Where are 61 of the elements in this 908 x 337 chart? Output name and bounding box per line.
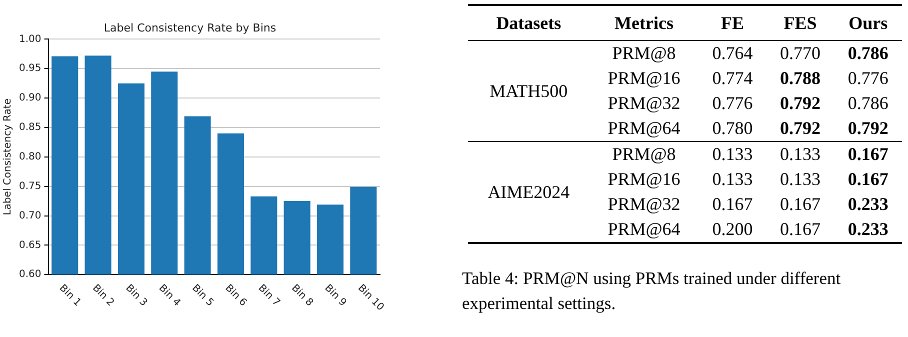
text: 0.780 <box>711 117 754 140</box>
y-tick-label: 0.90 <box>19 92 42 104</box>
text: FES <box>782 12 818 34</box>
text: 0.167 <box>779 193 822 216</box>
y-tick-label: 0.95 <box>19 63 42 74</box>
x-tick-label: Bin 10 <box>355 282 386 314</box>
text: PRM@32 <box>606 193 682 216</box>
text: 0.792 <box>779 92 822 115</box>
text: 0.133 <box>779 168 822 191</box>
text: 0.167 <box>846 143 890 166</box>
y-tick-label: 0.80 <box>19 151 42 162</box>
text: 0.764 <box>711 42 754 65</box>
y-axis-title: Label Consistency Rate <box>2 98 14 216</box>
x-tick-label: Bin 4 <box>156 282 182 309</box>
text: 0.786 <box>846 42 890 65</box>
text: 0.167 <box>846 168 890 191</box>
text: MATH500 <box>488 80 569 102</box>
caption: Table 4: PRM@N using PRMs trained under different experimental settings. <box>462 267 842 315</box>
text: 0.233 <box>846 218 890 241</box>
x-tick-label: Bin 1 <box>56 282 83 309</box>
y-tick-label: 0.85 <box>19 122 42 134</box>
text: AIME2024 <box>486 180 571 204</box>
text: PRM@16 <box>606 67 682 90</box>
text: PRM@16 <box>606 168 682 191</box>
text: 0.792 <box>846 117 890 140</box>
text: 0.133 <box>711 168 754 191</box>
chart-title: Label Consistency Rate by Bins <box>104 21 276 34</box>
text: PRM@64 <box>606 218 682 241</box>
text: 0.792 <box>779 117 822 140</box>
text: PRM@64 <box>606 117 682 140</box>
text: 0.167 <box>779 218 822 241</box>
text: 0.233 <box>846 193 890 216</box>
y-tick-label: 1.00 <box>19 34 42 45</box>
text: Ours <box>848 12 889 34</box>
text: FE <box>720 12 746 34</box>
x-tick-label: Bin 3 <box>123 282 150 309</box>
text: PRM@8 <box>611 42 677 65</box>
text: 0.167 <box>711 193 754 216</box>
text: Metrics <box>614 12 674 34</box>
text: Datasets <box>495 12 562 34</box>
text: 0.774 <box>711 67 754 90</box>
text: 0.776 <box>711 92 754 115</box>
x-tick-label: Bin 5 <box>190 282 216 309</box>
text: 0.200 <box>711 218 754 241</box>
x-tick-label: Bin 8 <box>289 282 315 309</box>
text: 0.786 <box>846 92 890 115</box>
text: 0.133 <box>711 143 754 166</box>
x-tick-label: Bin 2 <box>90 282 116 309</box>
x-tick-label: Bin 9 <box>322 282 348 309</box>
x-tick-label: Bin 6 <box>222 282 249 309</box>
text: PRM@8 <box>611 143 677 166</box>
x-tick-label: Bin 7 <box>256 282 282 309</box>
y-tick-label: 0.65 <box>19 240 42 251</box>
text: 0.776 <box>846 67 890 90</box>
y-tick-label: 0.60 <box>19 269 42 280</box>
y-tick-label: 0.70 <box>19 210 42 222</box>
text: 0.133 <box>779 143 822 166</box>
text: PRM@32 <box>606 92 682 115</box>
text: 0.770 <box>779 42 822 65</box>
text: 0.788 <box>779 67 822 90</box>
y-tick-label: 0.75 <box>19 180 42 192</box>
